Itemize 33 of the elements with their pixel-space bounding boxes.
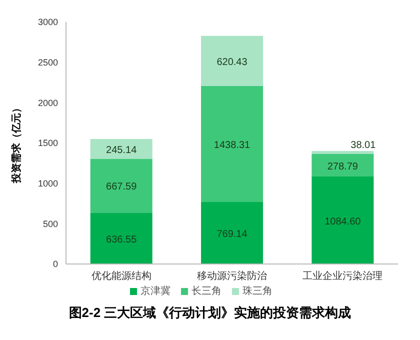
text: 620.43 (216, 56, 248, 68)
text: 1084.60 (324, 216, 361, 228)
y-tick-label: 1500 (38, 138, 58, 148)
bar (312, 176, 374, 264)
legend-label: 京津冀 (140, 286, 170, 297)
text: 38.01 (350, 140, 376, 151)
y-axis-title: 投资需求（亿元） (10, 103, 23, 184)
bar (201, 36, 264, 86)
text: 245.14 (106, 144, 137, 156)
y-tick-label: 0 (52, 259, 58, 270)
y-tick-label: 2000 (38, 98, 58, 108)
text: 667.59 (106, 182, 137, 193)
bar (90, 139, 152, 159)
x-tick-label: 移动源污染防治 (197, 270, 267, 282)
bar (201, 86, 264, 202)
y-tick-label: 2500 (38, 58, 58, 68)
bar (312, 150, 374, 154)
y-tick-label: 1000 (38, 178, 58, 189)
y-tick-label: 500 (42, 218, 58, 229)
legend-label: 珠三角 (242, 286, 272, 297)
x-tick-label: 工业企业污染治理 (302, 270, 383, 282)
text: 1438.31 (214, 140, 250, 151)
text: 图2-2 三大区域《行动计划》实施的投资需求构成 (68, 304, 352, 322)
bar (90, 212, 152, 264)
bar (90, 158, 152, 213)
legend-label: 长三角 (192, 286, 222, 297)
x-tick-label: 优化能源结构 (91, 270, 152, 282)
y-tick-label: 3000 (38, 17, 58, 28)
text: 636.55 (106, 234, 137, 246)
text: 769.14 (216, 228, 248, 240)
bar (201, 202, 264, 264)
bar (312, 154, 374, 177)
text: 278.79 (327, 161, 358, 172)
